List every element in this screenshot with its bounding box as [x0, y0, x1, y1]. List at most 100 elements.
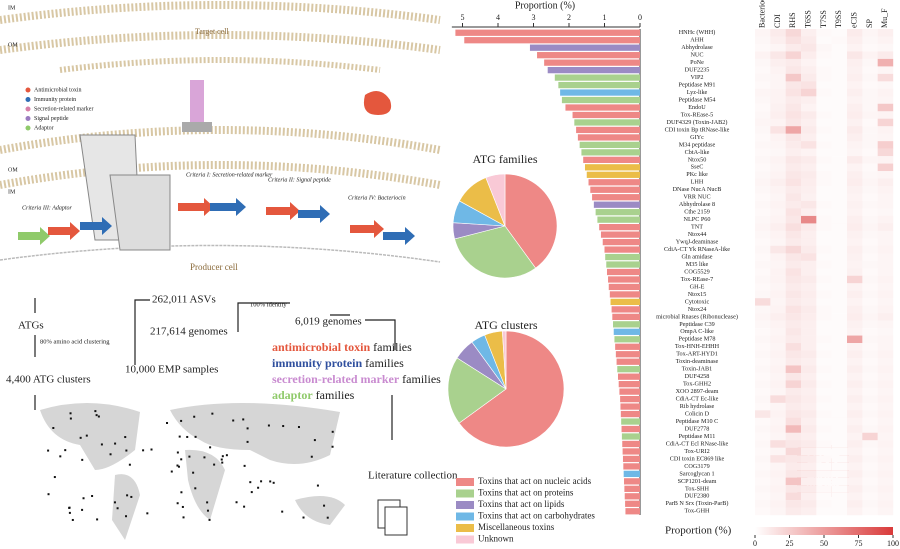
heat-cell [770, 223, 786, 232]
heat-cell [877, 81, 894, 90]
row-label: DUF2778 [685, 425, 710, 432]
heat-cell [847, 51, 863, 60]
heat-cell [755, 387, 771, 396]
bar [608, 283, 640, 291]
criteria-label: Criteria III: Adaptor [22, 205, 73, 211]
map-dot [124, 436, 127, 439]
heat-cell [770, 133, 786, 142]
heat-cell [785, 215, 802, 224]
heat-cell [862, 283, 878, 291]
heat-cell [877, 477, 894, 486]
heat-cell [831, 402, 848, 411]
row-label: CDI toxin EC869 like [670, 455, 725, 462]
heat-cell [770, 507, 786, 516]
heat-cell [862, 320, 878, 329]
heat-cell [816, 372, 832, 381]
heat-cell [847, 186, 863, 194]
map-dot [316, 484, 319, 487]
row-label: Ntox44 [688, 231, 707, 238]
row-label: Rib hydrolase [680, 403, 715, 410]
heat-cell [847, 268, 863, 276]
heat-cell [877, 253, 894, 261]
heat-cell [816, 215, 832, 224]
legend-dot [25, 116, 31, 121]
row-label: Cthe 2159 [684, 209, 710, 216]
heat-cell [785, 417, 802, 426]
heat-cell [877, 36, 894, 45]
heat-cell [877, 335, 894, 344]
heat-cell [877, 245, 894, 254]
heat-cell [862, 133, 878, 142]
heat-cell [755, 335, 771, 344]
heat-cell [770, 268, 786, 276]
bar [618, 381, 640, 388]
heat-cell [831, 238, 848, 247]
map-dot [177, 465, 180, 468]
bar [606, 261, 640, 268]
row-label: Peptidase M11 [679, 433, 716, 440]
heat-cell [847, 440, 863, 448]
map-dot [331, 430, 334, 433]
heat-cell [877, 500, 894, 508]
heat-cell [877, 328, 894, 336]
heat-cell [816, 462, 832, 471]
heat-cell [831, 470, 848, 478]
label: 10,000 EMP samples [125, 364, 218, 376]
heat-cell [785, 402, 802, 411]
map-dot [125, 515, 128, 518]
heat-cell [816, 200, 832, 209]
heat-cell [785, 111, 802, 119]
heat-cell [847, 283, 863, 291]
legend-swatch [456, 489, 474, 498]
heat-cell [877, 485, 894, 493]
heat-cell [755, 148, 771, 157]
heat-cell [862, 36, 878, 45]
column-label: eCIS [849, 12, 858, 28]
heat-cell [755, 238, 771, 247]
pie-title: ATG clusters [475, 318, 538, 332]
heat-cell [862, 410, 878, 418]
column-label: Bacteriocins [757, 0, 766, 28]
heat-cell [847, 223, 863, 232]
heat-cell [755, 462, 771, 471]
heat-cell [831, 141, 848, 149]
bar [558, 81, 640, 89]
heat-cell [877, 425, 894, 433]
heat-cell [770, 290, 786, 299]
heat-cell [801, 178, 817, 187]
heat-cell [785, 477, 802, 486]
secretion-apparatus [79, 80, 392, 251]
bar [605, 253, 640, 261]
heat-cell [816, 492, 832, 501]
heat-cell [785, 200, 802, 209]
heat-cell [785, 29, 802, 37]
map-dot [81, 508, 84, 511]
heat-cell [755, 171, 771, 179]
label: 217,614 genomes [150, 326, 228, 338]
heat-cell [770, 253, 786, 261]
bar [604, 246, 640, 253]
heat-cell [816, 51, 832, 60]
column-label: CDI [773, 14, 782, 28]
heat-cell [801, 58, 817, 67]
heat-cell [801, 417, 817, 426]
map-dot [203, 456, 206, 459]
map-dot [281, 510, 284, 513]
heat-cell [785, 492, 802, 501]
heat-cell [877, 440, 894, 448]
heat-cell [801, 223, 817, 232]
heat-cell [755, 163, 771, 172]
map-dot [180, 458, 183, 461]
heat-cell [831, 148, 848, 157]
heat-cell [770, 410, 786, 418]
pie-slice [458, 330, 565, 448]
heat-cell [770, 148, 786, 157]
row-label: Toxin-deaminase [676, 358, 719, 365]
row-label: PoNe [690, 59, 704, 66]
heat-cell [831, 103, 848, 112]
row-label: Tox-HNH-EHHH [675, 343, 720, 350]
heat-cell [847, 29, 863, 37]
heat-cell [847, 305, 863, 314]
heat-cell [831, 118, 848, 127]
heat-cell [862, 66, 878, 75]
